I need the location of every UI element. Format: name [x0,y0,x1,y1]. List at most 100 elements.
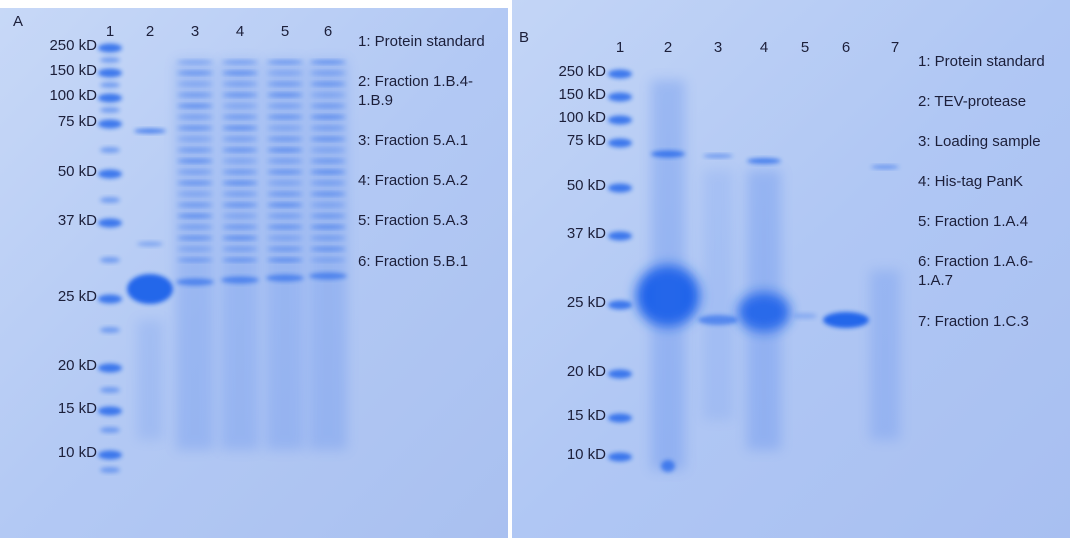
marker-label: 100 kD [49,87,97,104]
band [177,159,213,163]
legend-entry: 3: Fraction 5.A.1 [358,132,468,149]
marker-label: 15 kD [567,407,606,424]
legend-entry: 6: Fraction 5.B.1 [358,253,468,270]
smear [137,320,163,440]
lane-number: 1 [616,39,624,56]
band [310,115,346,119]
band [177,82,213,86]
band [310,104,346,108]
legend-entry: 1: Protein standard [918,53,1045,70]
lane-number: 5 [801,39,809,56]
band [608,70,632,79]
legend-entry: 5: Fraction 1.A.4 [918,213,1028,230]
band [608,93,632,102]
marker-label: 37 kD [567,225,606,242]
smear [703,170,733,420]
band [267,137,303,141]
band [267,247,303,251]
band [98,120,122,129]
band [100,197,120,203]
band [137,242,163,247]
band [134,129,166,134]
band [127,274,173,304]
band [608,232,632,241]
band [267,192,303,196]
band [267,126,303,130]
marker-label: 15 kD [58,400,97,417]
band [267,71,303,75]
legend-entry: 1: Protein standard [358,33,485,50]
band [177,93,213,97]
band [310,258,346,262]
marker-label: 250 kD [49,37,97,54]
marker-label: 150 kD [558,86,606,103]
band [222,192,258,196]
page: A123456250 kD150 kD100 kD75 kD50 kD37 kD… [0,0,1070,538]
band [222,71,258,75]
band [823,312,869,328]
band [266,275,304,282]
legend-entry: 2: TEV-protease [918,93,1026,110]
band [177,192,213,196]
legend-entry: 4: Fraction 5.A.2 [358,172,468,189]
band [310,60,346,64]
band [267,159,303,163]
band [222,203,258,207]
band [267,214,303,218]
lane-number: 1 [106,23,114,40]
band [310,148,346,152]
band [222,181,258,185]
band [222,214,258,218]
lane-number: 2 [664,39,672,56]
band [608,370,632,379]
legend-entry: 1.A.7 [918,272,953,289]
band [267,93,303,97]
band [267,203,303,207]
lane-number: 3 [191,23,199,40]
marker-label: 10 kD [567,446,606,463]
marker-label: 50 kD [58,163,97,180]
band [267,225,303,229]
band [222,247,258,251]
marker-label: 25 kD [567,294,606,311]
band [177,60,213,64]
band [222,225,258,229]
band [222,115,258,119]
band [310,159,346,163]
band [310,236,346,240]
band [310,82,346,86]
smear [870,270,900,440]
band [222,137,258,141]
band [310,126,346,130]
band [222,258,258,262]
band [98,451,122,460]
band [703,154,733,158]
band [267,104,303,108]
band [222,159,258,163]
band [222,93,258,97]
band [100,467,120,473]
band [608,453,632,462]
band [651,151,685,158]
band [310,71,346,75]
band [100,57,120,63]
band [267,82,303,86]
legend-entry: 2: Fraction 1.B.4- [358,73,473,90]
lane-number: 6 [324,23,332,40]
band [310,203,346,207]
band [222,60,258,64]
band [661,460,675,472]
band [310,247,346,251]
lane-number: 5 [281,23,289,40]
band [222,104,258,108]
band [222,170,258,174]
band [310,214,346,218]
band [100,257,120,263]
band [177,71,213,75]
band [222,126,258,130]
band [267,115,303,119]
band [177,236,213,240]
band [177,137,213,141]
band [608,184,632,193]
band [267,236,303,240]
